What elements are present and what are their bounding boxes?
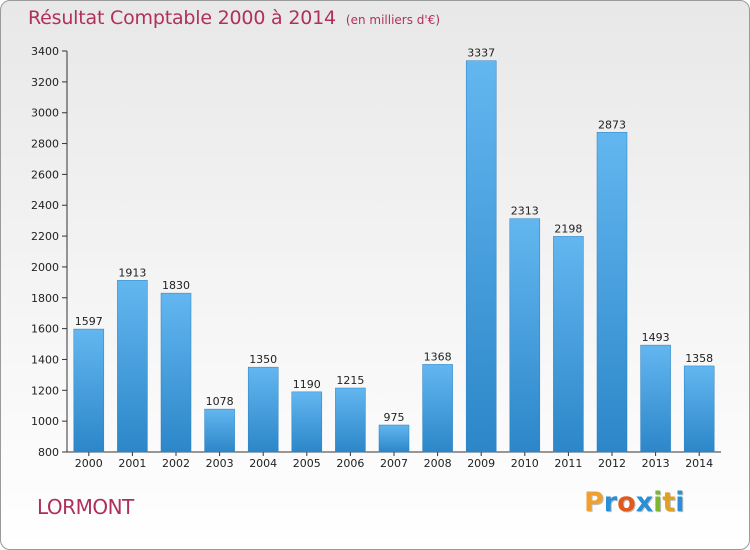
bar-value-label: 1215 [336,374,364,387]
x-tick-label: 2013 [642,457,670,470]
x-tick-label: 2014 [685,457,713,470]
bar-2012 [596,132,628,453]
bar-2000 [73,328,105,453]
x-tick-label: 2012 [598,457,626,470]
bars: 1597 1913 1830 1078 1350 1190 1215 975 1368 3337 2… [73,47,715,453]
x-tick-label: 2011 [554,457,582,470]
bar-value-label: 1350 [249,353,277,366]
bar-2002 [160,292,192,453]
bar-value-label: 1493 [642,331,670,344]
x-tick-label: 2004 [249,457,277,470]
unit-text: (en milliers d'€) [345,13,441,27]
y-tick-label: 1800 [31,292,59,305]
x-tick-label: 2000 [75,457,103,470]
bar-2005 [291,391,323,453]
x-tick-label: 2009 [467,457,495,470]
x-tick-label: 2001 [118,457,146,470]
bar-2013 [640,344,671,453]
y-tick-label: 2200 [31,230,59,243]
bar-2004 [247,366,279,453]
x-tick-label: 2007 [380,457,408,470]
bar-value-label: 1078 [206,395,234,408]
y-tick-label: 2800 [31,138,59,151]
x-tick-label: 2006 [336,457,364,470]
proxiti-logo: Proxiti [584,487,685,518]
bar-2014 [683,365,715,453]
bar-value-label: 1913 [118,266,146,279]
place-name: LORMONT [37,495,134,519]
bar-value-label: 1190 [293,378,321,391]
y-tick-label: 1000 [31,415,59,428]
bar-2008 [422,364,453,453]
bar-2007 [378,424,410,453]
logo-letter: t [662,487,676,518]
y-tick-label: 2400 [31,199,59,212]
chart-title: Résultat Comptable 2000 à 2014 (en millie… [28,7,440,29]
bar-2003 [204,408,235,453]
y-tick-label: 800 [38,446,59,459]
y-tick-label: 2600 [31,168,59,181]
logo-letter: P [584,487,604,518]
logo-letter: r [603,487,618,518]
y-tick-label: 3000 [31,107,59,120]
y-tick-label: 2000 [31,261,59,274]
bar-value-label: 1358 [685,352,713,365]
bar-value-label: 2313 [511,205,539,218]
logo-letter: x [635,487,654,518]
bar-value-label: 2873 [598,118,626,131]
bar-value-label: 1368 [424,350,452,363]
x-tick-label: 2005 [293,457,321,470]
bar-2011 [553,236,584,453]
bar-value-label: 1830 [162,279,190,292]
x-tick-label: 2008 [424,457,452,470]
y-tick-label: 1200 [31,384,59,397]
y-tick-label: 1600 [31,323,59,336]
bar-2006 [335,387,366,453]
x-tick-label: 2003 [206,457,234,470]
title-text: Résultat Comptable 2000 à 2014 [28,7,336,29]
y-tick-label: 3400 [31,45,59,58]
x-tick-label: 2002 [162,457,190,470]
bar-value-label: 2198 [554,222,582,235]
bar-value-label: 975 [384,411,405,424]
logo-letter: i [675,487,685,518]
bar-value-label: 1597 [75,315,103,328]
bar-2009 [465,60,497,453]
bar-value-label: 3337 [467,47,495,60]
logo-letter: i [653,487,663,518]
x-tick-label: 2010 [511,457,539,470]
bar-2010 [509,218,541,453]
y-tick-label: 1400 [31,353,59,366]
logo-letter: o [617,487,636,518]
bar-2001 [117,280,148,453]
y-tick-label: 3200 [31,76,59,89]
